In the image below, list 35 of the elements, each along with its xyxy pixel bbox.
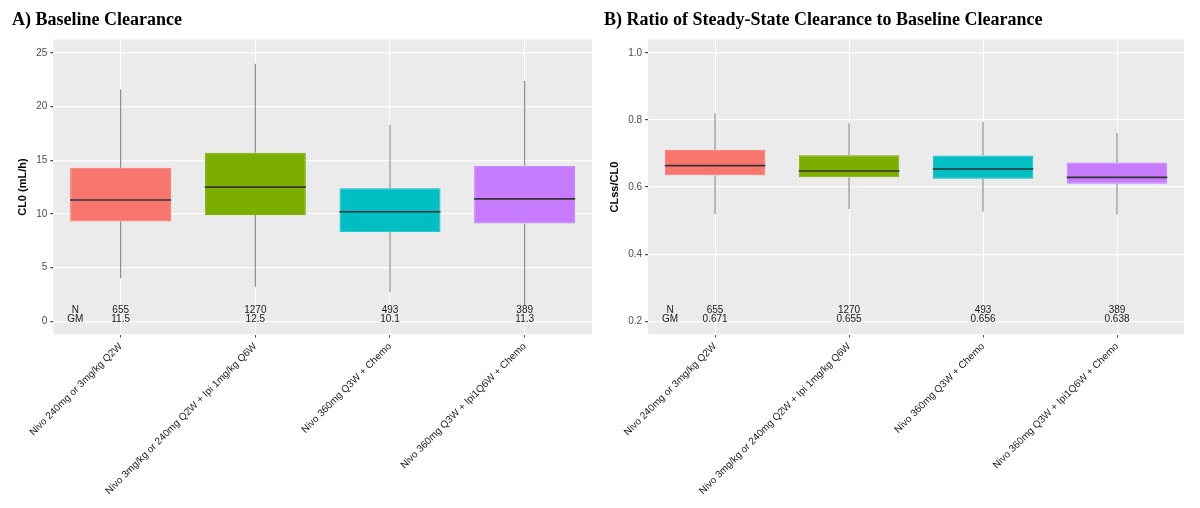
annotation: 11.3 [515, 313, 535, 325]
annotation: N [666, 304, 674, 316]
annotation: 0.638 [1104, 313, 1130, 325]
annotation: 1270 [837, 304, 861, 316]
annotation: 655 [706, 304, 724, 316]
annotation: 1270 [244, 304, 267, 316]
y-tick-label: 0.4 [628, 247, 643, 259]
annotation: GM [662, 313, 679, 325]
annotation: 0.671 [702, 313, 729, 325]
chart-title: A) Baseline Clearance [12, 9, 182, 31]
y-axis-title: CLss/CL0 [607, 161, 620, 213]
annotation: GM [67, 313, 84, 325]
annotation: 389 [516, 304, 534, 316]
chart-title: B) Ratio of Steady-State Clearance to Baseline Clearance [604, 9, 1043, 31]
y-tick-label: 5 [41, 261, 48, 273]
y-tick-label: 10 [36, 207, 48, 219]
y-tick-label: 20 [36, 100, 48, 112]
y-tick-label: 0.8 [628, 113, 643, 125]
y-tick-label: 15 [36, 154, 48, 166]
annotation: N [71, 304, 79, 316]
y-tick-label: 25 [36, 46, 48, 58]
annotation: 12.5 [245, 313, 266, 325]
y-axis-title: CL0 (mL/h) [15, 158, 28, 216]
annotation: 10.1 [380, 313, 401, 325]
annotation: 493 [974, 304, 992, 316]
y-tick-label: 0.6 [628, 180, 643, 192]
y-tick-label: 0 [41, 314, 48, 326]
y-tick-label: 1.0 [628, 46, 643, 58]
annotation: 11.5 [111, 313, 131, 325]
annotation: 0.655 [836, 313, 863, 325]
annotation: 655 [112, 304, 130, 316]
annotation: 0.656 [970, 313, 996, 325]
annotation: 389 [1108, 304, 1126, 316]
annotation: 493 [381, 304, 399, 316]
y-tick-label: 0.2 [628, 314, 643, 326]
